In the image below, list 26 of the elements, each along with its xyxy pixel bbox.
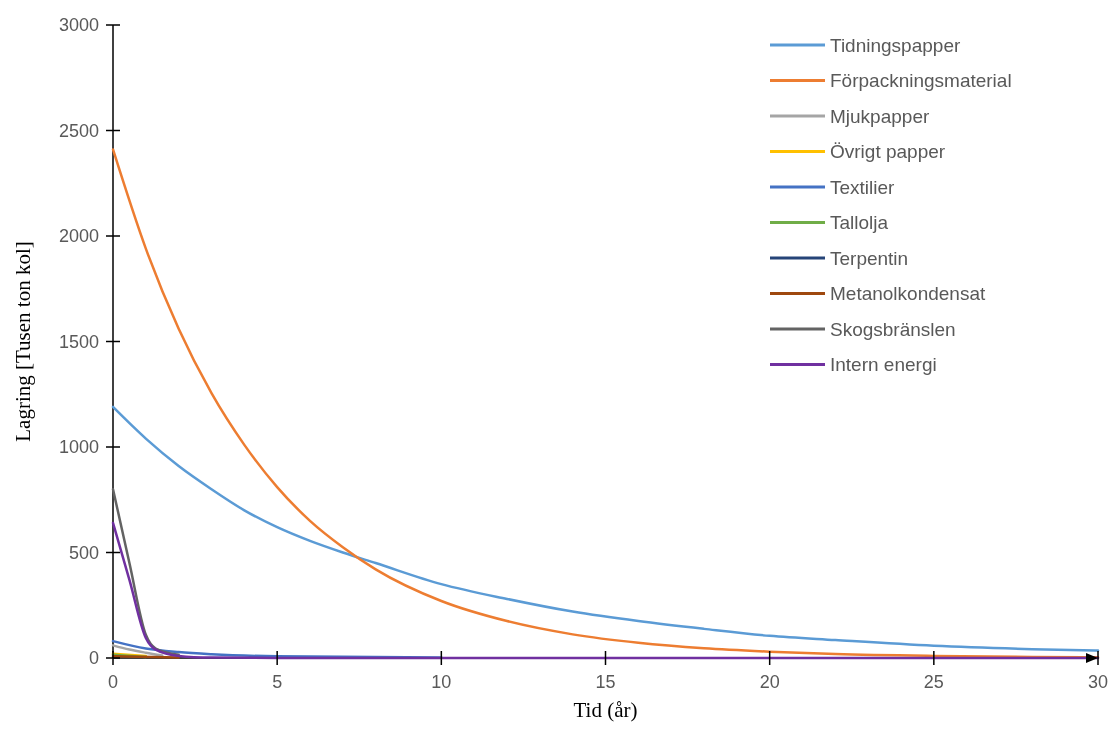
legend-label: Övrigt papper bbox=[830, 141, 946, 163]
x-tick-label: 5 bbox=[272, 672, 283, 692]
x-tick-label: 10 bbox=[431, 672, 452, 692]
x-axis-title: Tid (år) bbox=[573, 698, 638, 722]
legend-label: Terpentin bbox=[830, 247, 909, 269]
legend-label: Förpackningsmaterial bbox=[830, 70, 1012, 92]
x-tick-label: 15 bbox=[595, 672, 616, 692]
legend-label: Metanolkondensat bbox=[830, 283, 986, 305]
legend-label: Skogsbränslen bbox=[830, 318, 956, 340]
y-tick-label: 500 bbox=[68, 542, 99, 563]
y-tick-label: 2500 bbox=[58, 120, 99, 141]
x-tick-label: 30 bbox=[1087, 672, 1109, 692]
x-tick-label: 20 bbox=[759, 672, 780, 692]
legend-label: Tallolja bbox=[830, 212, 889, 234]
legend-label: Textilier bbox=[830, 176, 896, 198]
y-tick-label: 2000 bbox=[58, 226, 99, 247]
y-tick-label: 1500 bbox=[58, 331, 99, 352]
x-tick-label: 25 bbox=[923, 672, 944, 692]
legend-label: Mjukpapper bbox=[830, 105, 930, 127]
y-axis-title: Lagring [Tusen ton kol] bbox=[11, 241, 35, 442]
legend-label: Tidningspapper bbox=[830, 34, 961, 56]
x-tick-label: 0 bbox=[107, 672, 119, 692]
legend-label: Intern energi bbox=[830, 354, 937, 376]
y-tick-label: 3000 bbox=[58, 15, 99, 36]
y-tick-label: 0 bbox=[88, 648, 99, 669]
y-tick-label: 1000 bbox=[58, 437, 99, 458]
